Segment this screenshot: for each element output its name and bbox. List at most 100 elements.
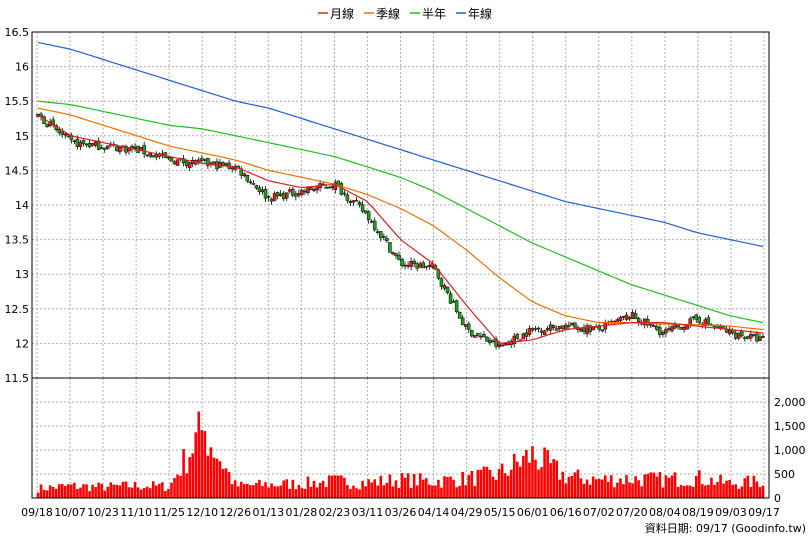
candle-body xyxy=(451,301,456,303)
candle-body xyxy=(670,326,674,332)
date-tick-label: 03/26 xyxy=(385,506,417,519)
volume-bar xyxy=(549,463,552,498)
candle-body xyxy=(172,161,177,165)
candle-body xyxy=(445,286,450,293)
volume-bar xyxy=(619,478,622,498)
volume-bar xyxy=(261,486,264,498)
date-tick-label: 09/17 xyxy=(748,506,780,519)
candle-body xyxy=(485,336,489,342)
candle-body xyxy=(591,327,595,331)
candle-body xyxy=(558,325,562,329)
volume-bar xyxy=(54,488,58,498)
candle-body xyxy=(727,329,732,335)
candle-body xyxy=(242,173,247,177)
volume-bar xyxy=(418,473,422,498)
candlesticks xyxy=(36,111,765,350)
candle-body xyxy=(561,325,565,329)
volume-bar xyxy=(679,485,683,498)
date-tick-label: 06/16 xyxy=(550,506,582,519)
candle-body xyxy=(467,323,471,330)
volume-bar xyxy=(528,462,531,498)
candle-body xyxy=(382,236,386,238)
volume-bar xyxy=(60,484,64,498)
candle-body xyxy=(512,335,517,345)
candle-body xyxy=(221,162,225,166)
candle-body xyxy=(418,263,422,268)
candle-body xyxy=(363,210,368,214)
volume-bar xyxy=(497,469,501,498)
candle-body xyxy=(542,330,547,335)
volume-bar xyxy=(421,479,425,498)
volume-bar xyxy=(658,472,662,498)
candle-body xyxy=(291,188,295,196)
volume-bar xyxy=(500,463,504,498)
volume-bar xyxy=(191,453,195,498)
volume-bar xyxy=(670,475,674,498)
candle-body xyxy=(621,316,626,318)
candle-body xyxy=(479,335,483,338)
volume-bar xyxy=(94,487,97,498)
candle-body xyxy=(106,145,110,149)
date-tick-label: 04/29 xyxy=(451,506,483,519)
volume-bar xyxy=(482,466,486,498)
volume-bar xyxy=(479,469,483,498)
candle-body xyxy=(284,192,289,199)
candle-body xyxy=(573,322,577,328)
volume-bar xyxy=(710,477,713,498)
volume-bar xyxy=(151,481,155,498)
volume-bar xyxy=(188,457,191,498)
candle-body xyxy=(733,332,738,339)
date-tick-label: 09/03 xyxy=(715,506,747,519)
candle-body xyxy=(333,182,338,190)
volume-bar xyxy=(512,453,516,498)
volume-bar xyxy=(697,470,701,498)
volume-bar xyxy=(506,475,510,498)
candle-body xyxy=(618,317,623,322)
volume-bar xyxy=(288,488,292,498)
candle-body xyxy=(93,141,98,146)
candle-body xyxy=(755,333,759,342)
candle-body xyxy=(752,334,756,336)
volume-bars xyxy=(36,411,765,498)
volume-bar xyxy=(221,468,225,498)
candle-body xyxy=(348,201,353,203)
candle-body xyxy=(115,146,119,152)
candle-body xyxy=(142,145,146,155)
candle-body xyxy=(442,285,447,289)
candle-body xyxy=(706,317,711,325)
volume-bar xyxy=(148,488,152,498)
volume-bar xyxy=(406,473,410,498)
candle-body xyxy=(457,311,462,319)
candle-body xyxy=(315,187,319,191)
volume-bar xyxy=(561,471,565,498)
volume-bar xyxy=(585,479,589,498)
volume-bar xyxy=(664,475,668,498)
candle-body xyxy=(324,187,328,189)
candle-body xyxy=(746,336,750,339)
candle-body xyxy=(281,192,286,200)
volume-bar xyxy=(640,486,643,498)
candle-body xyxy=(694,314,699,320)
candle-body xyxy=(439,278,444,287)
candle-body xyxy=(175,159,180,166)
volume-bar xyxy=(158,483,161,498)
candle-body xyxy=(579,328,583,332)
candle-body xyxy=(627,316,632,320)
candle-body xyxy=(72,140,77,142)
candle-body xyxy=(530,328,535,331)
volume-bar xyxy=(373,479,377,498)
volume-bar xyxy=(39,484,43,498)
volume-bar xyxy=(758,487,762,498)
candle-body xyxy=(306,186,310,193)
candle-body xyxy=(600,329,604,332)
volume-bar xyxy=(716,482,719,498)
candle-body xyxy=(427,265,432,267)
candle-body xyxy=(278,193,283,196)
volume-bar xyxy=(246,483,249,498)
volume-bar xyxy=(118,485,122,498)
volume-bar xyxy=(45,490,49,498)
volume-bar xyxy=(707,484,710,498)
volume-bar xyxy=(634,476,637,498)
date-tick-label: 07/02 xyxy=(583,506,615,519)
volume-bar xyxy=(364,486,367,498)
